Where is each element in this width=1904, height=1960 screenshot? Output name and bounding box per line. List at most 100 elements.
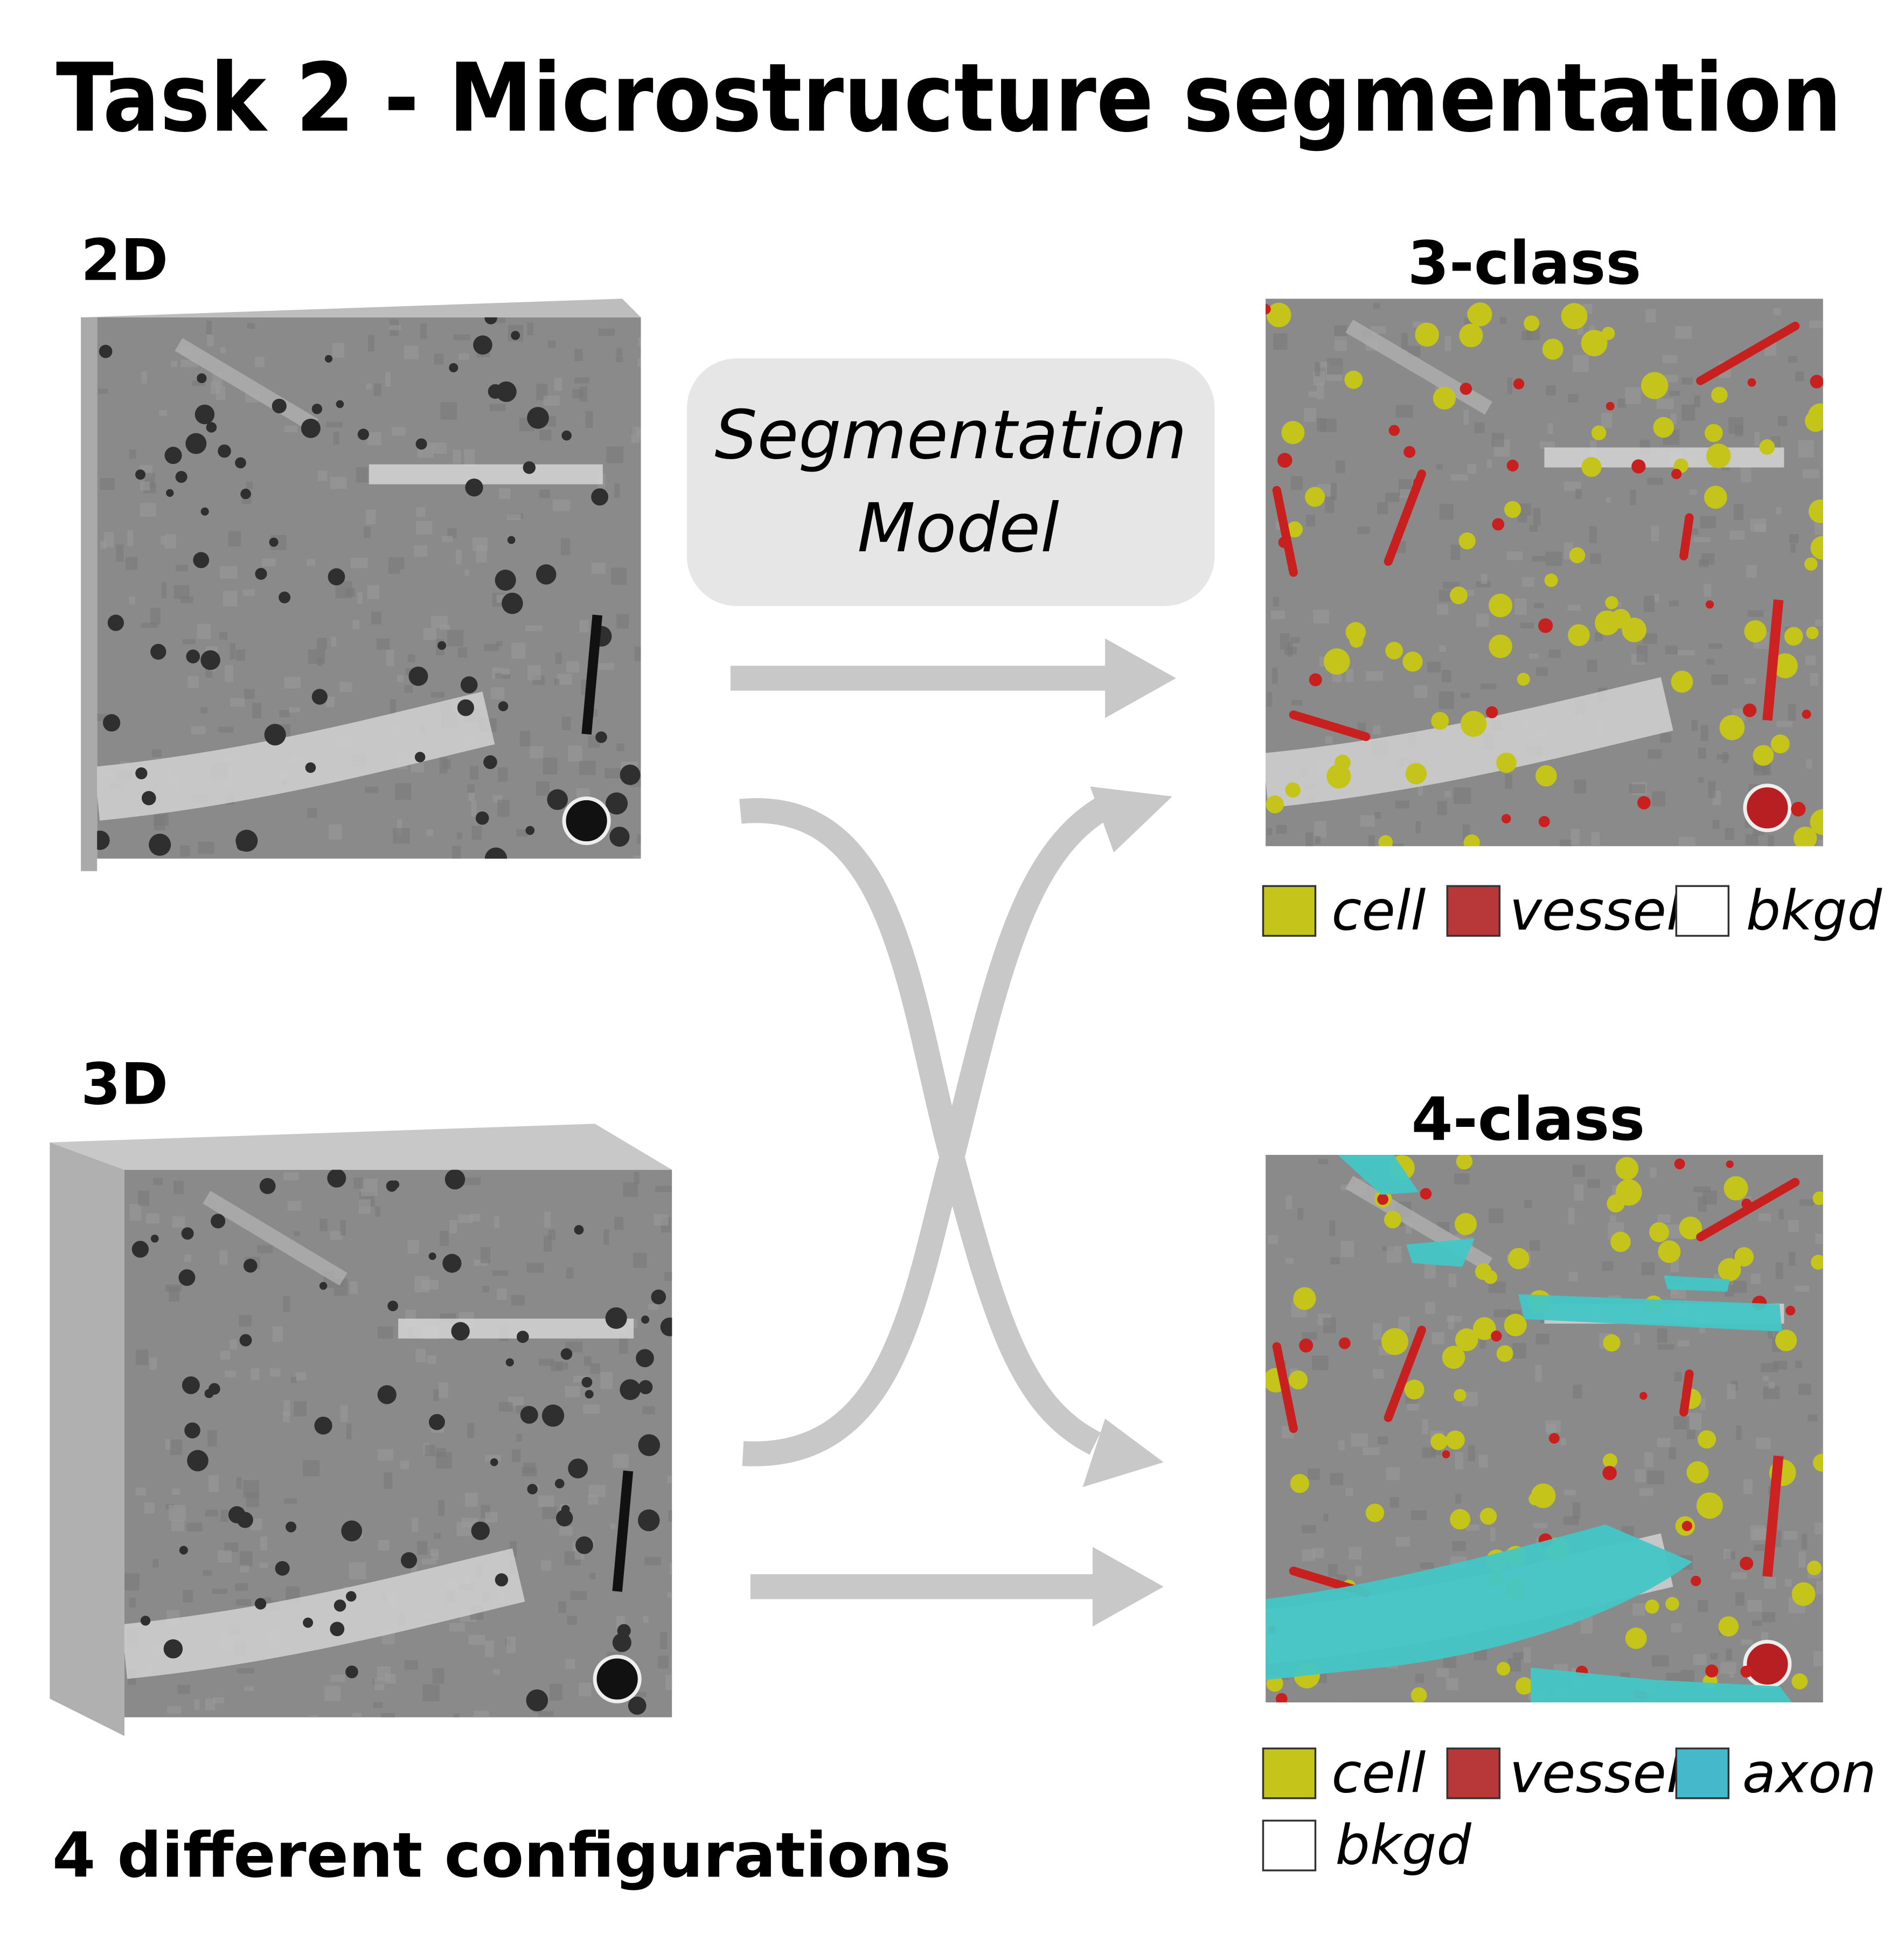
noise <box>1698 777 1704 783</box>
dark-spot <box>457 699 474 716</box>
noise <box>1488 1282 1506 1293</box>
cell <box>1610 1231 1631 1252</box>
noise <box>219 1250 228 1265</box>
model-label: Segmentation <box>714 396 1187 474</box>
noise <box>330 1231 343 1240</box>
cell <box>1410 1687 1427 1702</box>
noise <box>187 676 199 688</box>
noise <box>1334 336 1347 351</box>
noise <box>1563 1516 1579 1525</box>
noise <box>159 410 167 416</box>
cell <box>1344 370 1363 389</box>
noise <box>440 1230 449 1246</box>
noise <box>1455 1452 1463 1470</box>
legend-swatch <box>1446 1747 1501 1799</box>
noise <box>464 449 475 467</box>
noise <box>1750 1273 1761 1284</box>
noise <box>395 783 412 800</box>
noise <box>284 677 301 689</box>
dark-spot <box>181 1227 194 1240</box>
cell <box>1759 439 1775 455</box>
noise <box>151 749 162 757</box>
noise <box>1729 530 1745 540</box>
noise <box>588 1485 606 1498</box>
model-box <box>687 358 1215 606</box>
dark-spot <box>484 847 508 859</box>
noise <box>1657 1214 1671 1223</box>
noise <box>339 682 352 692</box>
dark-spot <box>200 650 220 670</box>
noise <box>499 1402 513 1412</box>
cell <box>1472 1317 1496 1340</box>
noise <box>616 743 624 752</box>
vessel <box>1506 459 1519 472</box>
noise <box>1703 1190 1717 1205</box>
cell <box>1719 715 1745 740</box>
vessel <box>1388 425 1400 436</box>
noise <box>332 343 345 358</box>
noise <box>368 335 374 352</box>
vessel <box>1762 599 1784 721</box>
dark-spot <box>237 840 248 851</box>
noise <box>364 527 371 538</box>
noise <box>350 557 368 569</box>
dark-spot <box>471 1521 490 1540</box>
noise <box>164 534 176 549</box>
noise <box>422 1684 440 1702</box>
noise <box>182 639 196 645</box>
vessel <box>1762 1455 1784 1577</box>
legend-label: bkgd <box>1335 1813 1471 1877</box>
noise <box>129 597 136 605</box>
noise <box>484 643 499 652</box>
cell <box>1595 610 1620 635</box>
noise <box>1560 839 1573 847</box>
noise <box>141 371 147 384</box>
noise <box>1723 1549 1731 1560</box>
dark-spot <box>516 1331 529 1343</box>
noise <box>284 425 298 433</box>
noise <box>1319 419 1337 433</box>
noise <box>654 1214 669 1226</box>
micrograph <box>1266 299 1823 847</box>
noise <box>239 1551 253 1567</box>
noise <box>1389 1497 1399 1508</box>
noise <box>1816 1581 1823 1595</box>
noise <box>1733 504 1744 521</box>
noise <box>1657 1344 1674 1350</box>
vessel <box>1548 1433 1560 1444</box>
noise <box>1788 1220 1799 1232</box>
dark-spot <box>150 1235 159 1243</box>
noise <box>467 1423 475 1438</box>
noise <box>397 675 404 682</box>
noise <box>665 1674 672 1690</box>
cell <box>1349 633 1364 648</box>
noise <box>1689 489 1697 495</box>
noise <box>125 557 138 570</box>
noise <box>149 1358 157 1370</box>
legend-label: axon <box>1742 1741 1877 1805</box>
noise <box>1587 1179 1600 1188</box>
noise <box>1313 610 1330 624</box>
noise <box>173 585 190 599</box>
noise <box>388 569 400 574</box>
noise <box>1377 1436 1388 1445</box>
noise <box>1454 1173 1470 1185</box>
noise <box>127 530 133 546</box>
legend-swatch <box>1675 1747 1730 1799</box>
cell <box>1463 834 1480 847</box>
noise <box>411 1518 418 1532</box>
noise <box>1285 1258 1294 1264</box>
dark-spot <box>495 1573 509 1587</box>
noise <box>1632 1603 1645 1616</box>
noise <box>467 784 475 793</box>
dark-spot <box>324 355 333 363</box>
noise <box>449 1220 457 1234</box>
noise <box>579 1682 592 1696</box>
dark-spot <box>264 724 286 746</box>
noise <box>333 432 339 445</box>
noise <box>1673 1416 1690 1430</box>
noise <box>1741 1639 1753 1645</box>
output-label: 4-class <box>1412 1085 1645 1154</box>
dark-spot <box>502 592 523 614</box>
